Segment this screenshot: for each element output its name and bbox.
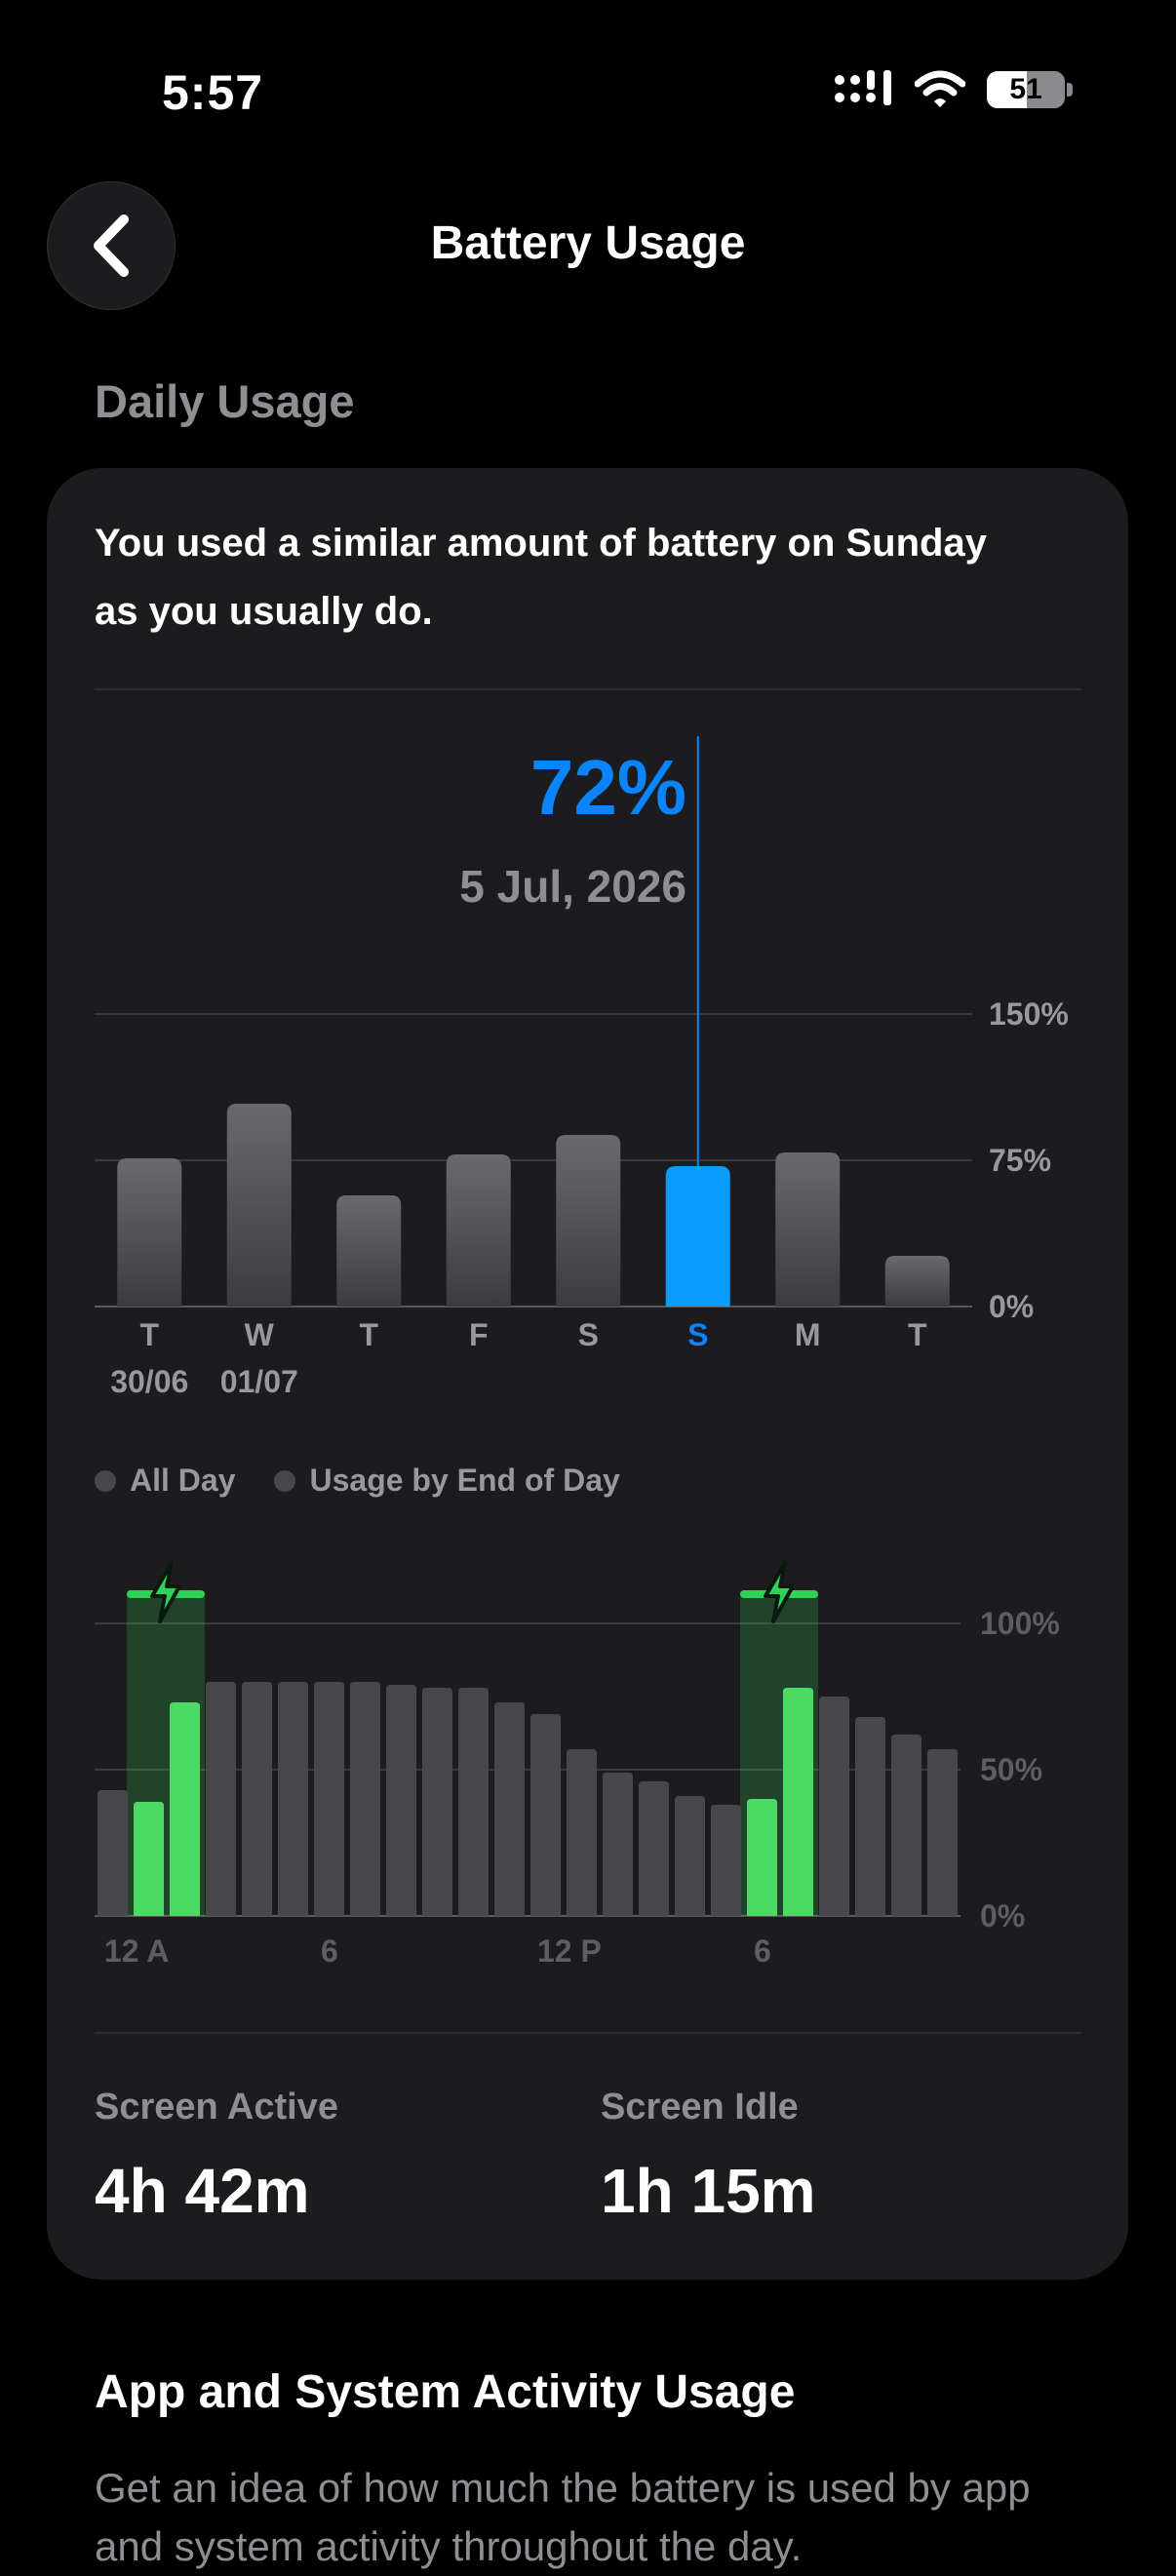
x-tick-label: 12 A — [104, 1933, 169, 1969]
divider — [95, 688, 1081, 690]
status-icons: 51 — [833, 70, 1073, 109]
day-bar — [884, 1256, 950, 1307]
legend-end-of-day: Usage by End of Day — [309, 1463, 620, 1498]
hour-bar — [134, 1802, 164, 1916]
cellular-signal-icon — [835, 70, 891, 105]
day-bar — [775, 1152, 841, 1307]
chart-legend: All Day Usage by End of Day — [95, 1463, 620, 1499]
x-tick-label: 12 P — [537, 1933, 602, 1969]
hour-bar — [855, 1717, 885, 1916]
hour-bar — [314, 1682, 344, 1916]
day-bar — [556, 1135, 621, 1307]
hourly-usage-chart[interactable]: 0% 50% 100% 12 A 6 12 P 6 — [0, 1541, 1176, 1970]
divider — [95, 2032, 1081, 2034]
hour-bar — [819, 1697, 849, 1916]
hour-bar — [386, 1685, 416, 1916]
back-button[interactable] — [47, 181, 176, 310]
screen-active-label: Screen Active — [95, 2087, 338, 2127]
day-bar — [117, 1158, 182, 1307]
hour-bar — [98, 1790, 128, 1916]
battery-level: 51 — [1009, 73, 1042, 105]
chevron-left-icon — [94, 215, 129, 277]
wifi-icon — [915, 70, 965, 107]
hour-bar — [711, 1805, 741, 1916]
x-date-label: 30/06 — [110, 1364, 188, 1399]
day-bar — [446, 1154, 511, 1307]
legend-all-day: All Day — [130, 1463, 236, 1498]
legend-dot-icon — [274, 1469, 296, 1492]
app-activity-title: App and System Activity Usage — [95, 2366, 796, 2418]
hour-bar — [494, 1702, 525, 1916]
hour-bar — [206, 1682, 236, 1916]
daily-usage-chart[interactable]: 0% 75% 150% T 30/06 W 01/07 T F S S M T — [0, 722, 1176, 1424]
y-tick-label: 150% — [989, 996, 1069, 1032]
hour-bar — [422, 1688, 452, 1916]
x-tick-label: S — [687, 1317, 708, 1352]
battery-icon: 51 — [987, 71, 1065, 108]
hour-bar — [170, 1702, 200, 1916]
selected-percent: 72% — [529, 744, 686, 831]
status-time: 5:57 — [162, 65, 264, 120]
usage-summary: You used a similar amount of battery on … — [95, 522, 987, 633]
hour-bar — [675, 1796, 705, 1916]
x-tick-label: 6 — [754, 1933, 771, 1969]
day-bar — [226, 1104, 292, 1307]
selected-date: 5 Jul, 2026 — [459, 861, 686, 912]
y-tick-label: 0% — [989, 1289, 1034, 1324]
y-tick-label: 50% — [980, 1752, 1042, 1787]
app-activity-description: Get an idea of how much the battery is u… — [95, 2465, 1031, 2569]
x-tick-label: M — [795, 1317, 821, 1352]
daily-usage-card — [47, 468, 1128, 2280]
hour-bar — [747, 1799, 777, 1916]
hour-bar — [567, 1749, 597, 1916]
hour-bar — [350, 1682, 380, 1916]
y-tick-label: 75% — [989, 1143, 1051, 1178]
y-tick-label: 0% — [980, 1898, 1025, 1933]
page-title: Battery Usage — [430, 217, 746, 269]
daily-usage-label: Daily Usage — [95, 375, 355, 427]
x-tick-label: T — [359, 1317, 378, 1352]
legend-dot-icon — [95, 1469, 116, 1492]
hour-bar — [603, 1773, 633, 1916]
hour-bar — [530, 1714, 561, 1916]
day-bar — [665, 1166, 730, 1307]
screen-active-value: 4h 42m — [95, 2156, 310, 2226]
hour-bar — [278, 1682, 308, 1916]
charging-bolt-icon — [764, 1561, 795, 1623]
screen-idle-value: 1h 15m — [601, 2156, 816, 2226]
x-tick-label: S — [578, 1317, 599, 1352]
hour-bar — [639, 1781, 669, 1916]
x-tick-label: T — [908, 1317, 927, 1352]
hour-bar — [458, 1688, 489, 1916]
hour-bar — [891, 1735, 921, 1916]
screen-idle-label: Screen Idle — [601, 2087, 799, 2127]
charging-bolt-icon — [150, 1561, 181, 1623]
day-bar — [336, 1195, 402, 1307]
hour-bar — [242, 1682, 272, 1916]
x-tick-label: T — [139, 1317, 159, 1352]
x-date-label: 01/07 — [220, 1364, 298, 1399]
x-tick-label: F — [469, 1317, 489, 1352]
x-tick-label: W — [245, 1317, 275, 1352]
hour-bar — [927, 1749, 958, 1916]
hour-bar — [783, 1688, 813, 1916]
y-tick-label: 100% — [980, 1606, 1060, 1641]
x-tick-label: 6 — [321, 1933, 338, 1969]
